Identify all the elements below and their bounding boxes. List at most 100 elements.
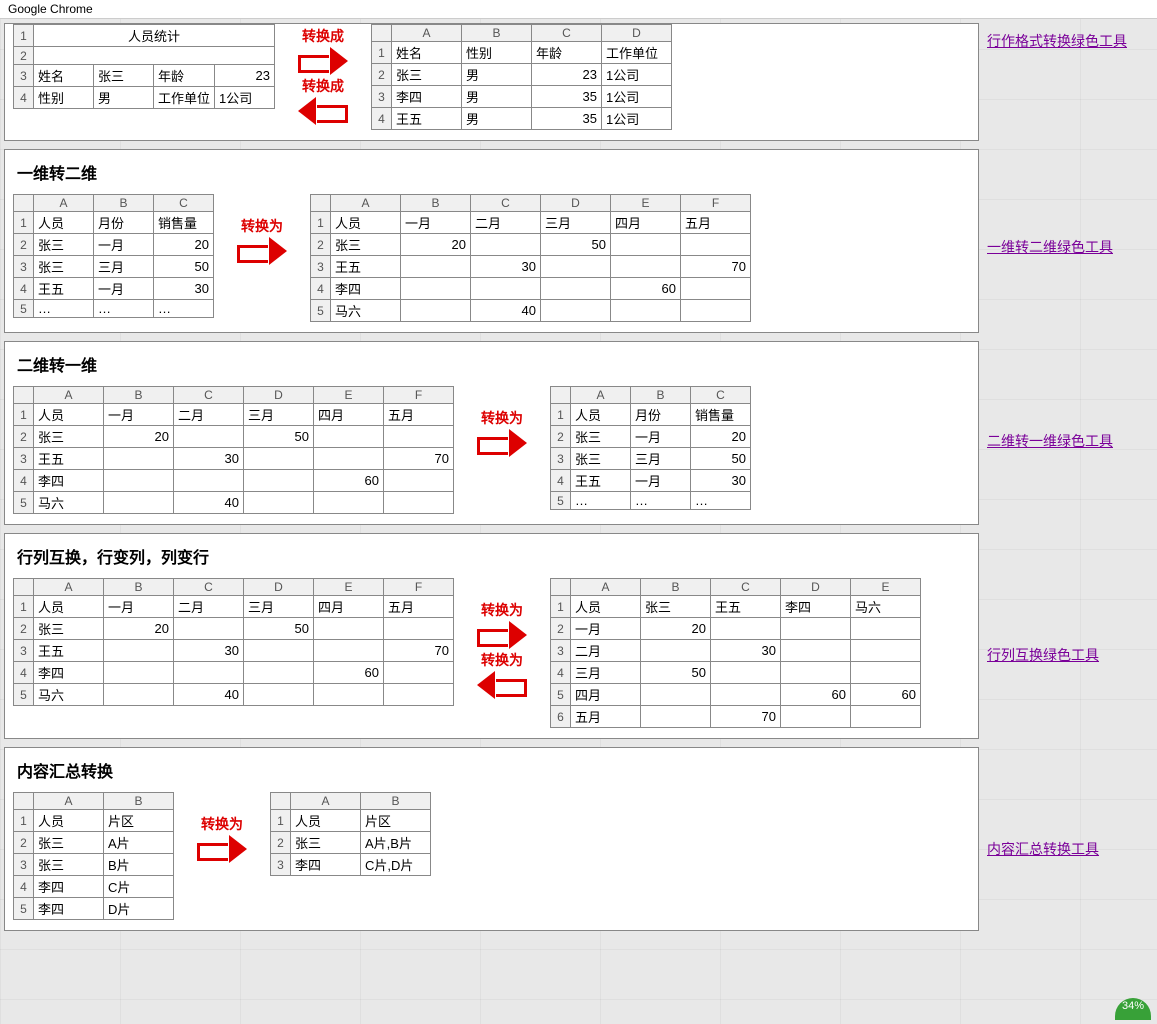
col-header: A <box>571 579 641 596</box>
header-cell: 销售量 <box>154 212 214 234</box>
section-2: 二维转一维 ABCDEF1人员一月二月三月四月五月2张三20503王五30704… <box>4 341 979 525</box>
data-cell: 70 <box>384 640 454 662</box>
data-cell <box>174 618 244 640</box>
data-cell: 20 <box>691 426 751 448</box>
data-cell <box>681 234 751 256</box>
arrow-block: 转换成 转换成 <box>283 24 363 124</box>
tool-link-4[interactable]: 内容汇总转换工具 <box>987 841 1099 857</box>
data-cell: 30 <box>711 640 781 662</box>
col-header: D <box>602 25 672 42</box>
data-cell: 张三 <box>34 256 94 278</box>
header-cell: 四月 <box>314 596 384 618</box>
row-num: 3 <box>372 86 392 108</box>
data-cell: 李四 <box>392 86 462 108</box>
section1-left: ABC1人员月份销售量2张三一月203张三三月504王五一月305……… <box>13 194 214 318</box>
col-header: B <box>641 579 711 596</box>
section-title: 内容汇总转换 <box>17 758 970 782</box>
header-cell: 年龄 <box>532 42 602 64</box>
section-title: 二维转一维 <box>17 352 970 376</box>
data-cell: 23 <box>532 64 602 86</box>
row-num: 5 <box>14 300 34 318</box>
row-num: 1 <box>14 25 34 47</box>
col-header: B <box>104 793 174 810</box>
arrow-left-icon <box>298 98 348 124</box>
tool-link-2[interactable]: 二维转一维绿色工具 <box>987 433 1113 449</box>
header-cell: 四月 <box>611 212 681 234</box>
row-num: 5 <box>14 492 34 514</box>
data-cell: 35 <box>532 86 602 108</box>
data-cell <box>104 640 174 662</box>
data-cell: C片,D片 <box>361 854 431 876</box>
data-cell <box>401 278 471 300</box>
data-cell: 一月 <box>571 618 641 640</box>
row-num: 2 <box>551 618 571 640</box>
zoom-badge[interactable]: 34% <box>1115 998 1151 1020</box>
header-cell: 人员 <box>34 596 104 618</box>
data-cell: 李四 <box>34 662 104 684</box>
data-cell: 王五 <box>34 448 104 470</box>
col-header: F <box>681 195 751 212</box>
data-cell: 李四 <box>291 854 361 876</box>
data-cell: 30 <box>174 640 244 662</box>
col-header: B <box>361 793 431 810</box>
col-header: A <box>34 387 104 404</box>
data-cell: 70 <box>711 706 781 728</box>
row-num: 3 <box>551 448 571 470</box>
row-num: 4 <box>14 662 34 684</box>
data-cell: 张三 <box>291 832 361 854</box>
arrow-label: 转换成 <box>302 76 344 96</box>
data-cell <box>384 492 454 514</box>
data-cell <box>314 426 384 448</box>
col-header: A <box>392 25 462 42</box>
header-cell: 一月 <box>104 404 174 426</box>
data-cell: 张三 <box>571 426 631 448</box>
col-header: C <box>691 387 751 404</box>
data-cell <box>851 662 921 684</box>
data-cell: 王五 <box>331 256 401 278</box>
row-num: 2 <box>271 832 291 854</box>
row-num: 3 <box>311 256 331 278</box>
data-cell: 一月 <box>94 234 154 256</box>
data-cell: 李四 <box>34 470 104 492</box>
header-cell: 四月 <box>314 404 384 426</box>
row-num: 3 <box>14 448 34 470</box>
data-cell: 张三 <box>392 64 462 86</box>
tool-link-1[interactable]: 一维转二维绿色工具 <box>987 239 1113 255</box>
col-header: B <box>631 387 691 404</box>
data-cell <box>244 662 314 684</box>
data-cell: B片 <box>104 854 174 876</box>
data-cell: 50 <box>691 448 751 470</box>
header-cell: 性别 <box>462 42 532 64</box>
section3-right: ABCDE1人员张三王五李四马六2一月203二月304三月505四月60606五… <box>550 578 921 728</box>
data-cell <box>244 492 314 514</box>
section-title: 行列互换，行变列，列变行 <box>17 544 970 568</box>
arrow-block: 转换为 <box>462 386 542 456</box>
col-header: A <box>291 793 361 810</box>
data-cell <box>471 234 541 256</box>
data-cell: D片 <box>104 898 174 920</box>
header-cell: 人员 <box>34 810 104 832</box>
tool-link-0[interactable]: 行作格式转换绿色工具 <box>987 33 1127 49</box>
header-cell: 片区 <box>361 810 431 832</box>
header-cell: 三月 <box>541 212 611 234</box>
header-cell: 人员 <box>291 810 361 832</box>
excel-grid: ABCDE1人员张三王五李四马六2一月203二月304三月505四月60606五… <box>550 578 921 728</box>
sidebar-item-4: 内容汇总转换工具 <box>983 779 1153 929</box>
data-cell <box>611 234 681 256</box>
arrow-right-icon <box>477 430 527 456</box>
data-cell: 一月 <box>631 470 691 492</box>
excel-grid: ABC1人员月份销售量2张三一月203张三三月504王五一月305……… <box>550 386 751 510</box>
sidebar-item-1: 一维转二维绿色工具 <box>983 177 1153 357</box>
data-cell <box>541 278 611 300</box>
section-3: 行列互换，行变列，列变行 ABCDEF1人员一月二月三月四月五月2张三20503… <box>4 533 979 739</box>
data-cell: 马六 <box>331 300 401 322</box>
tool-link-3[interactable]: 行列互换绿色工具 <box>987 647 1099 663</box>
data-cell: 王五 <box>571 470 631 492</box>
row-num: 3 <box>14 65 34 87</box>
header-cell: 五月 <box>384 596 454 618</box>
arrow-right-icon <box>237 238 287 264</box>
row-num: 5 <box>311 300 331 322</box>
arrow-label: 转换为 <box>481 600 523 620</box>
row-num: 2 <box>372 64 392 86</box>
data-cell: 男 <box>462 108 532 130</box>
